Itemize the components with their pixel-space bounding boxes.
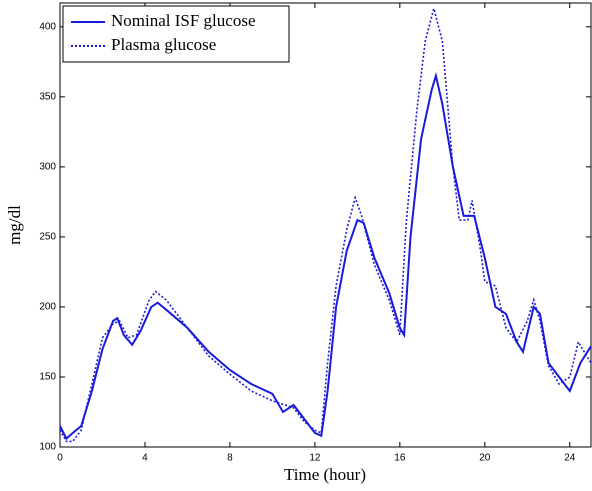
- y-tick-label: 200: [39, 302, 56, 313]
- y-tick-label: 100: [39, 442, 56, 453]
- x-tick-label: 12: [309, 453, 321, 464]
- y-tick-label: 250: [39, 232, 56, 243]
- x-tick-label: 0: [57, 453, 63, 464]
- x-tick-label: 20: [479, 453, 491, 464]
- y-tick-label: 400: [39, 21, 56, 32]
- line-series: [59, 71, 592, 441]
- x-tick-label: 4: [142, 453, 148, 464]
- y-axis-label: mg/dl: [5, 205, 24, 245]
- y-tick-label: 150: [39, 372, 56, 383]
- legend-box: [62, 5, 290, 63]
- legend-label: Plasma glucose: [111, 35, 216, 54]
- y-tick-label: 300: [39, 162, 56, 173]
- x-axis-label: Time (hour): [284, 465, 366, 484]
- plot-frame: [59, 2, 592, 448]
- x-tick-label: 16: [394, 453, 406, 464]
- line-series: [59, 5, 592, 443]
- x-tick-label: 8: [227, 453, 233, 464]
- y-tick-label: 350: [39, 91, 56, 102]
- legend-label: Nominal ISF glucose: [111, 11, 256, 30]
- x-tick-label: 24: [564, 453, 576, 464]
